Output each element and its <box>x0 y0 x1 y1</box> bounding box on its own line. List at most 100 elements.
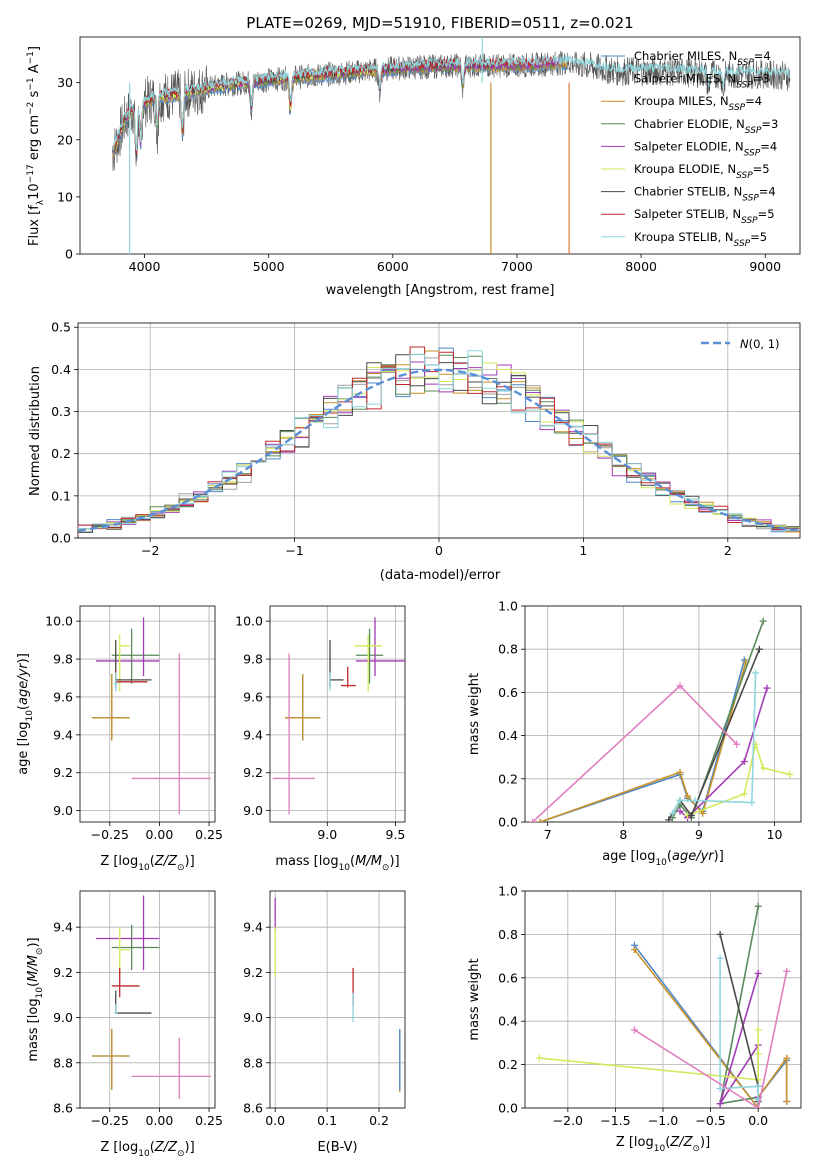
y-tick-label: 0.6 <box>498 685 518 700</box>
weight-marker <box>754 1104 762 1108</box>
histogram-series <box>78 350 800 532</box>
weight-marker <box>748 799 756 807</box>
weight-marker <box>740 790 748 798</box>
weight-line <box>671 620 764 820</box>
y-tick-label: 0.6 <box>498 970 518 985</box>
y-tick-label: 0.4 <box>498 1014 518 1029</box>
y-tick-label: 9.4 <box>53 727 73 742</box>
weight-line <box>679 687 768 819</box>
legend-label: Kroupa MILES, NSSP=4 <box>634 94 762 113</box>
y-tick-label: 10.0 <box>45 614 73 629</box>
y-tick-label: 1.0 <box>498 884 518 899</box>
mass-weight-vs-Z-xlabel: Z [log10(Z/Z⊙)] <box>616 1135 710 1154</box>
weight-line <box>719 958 759 1100</box>
x-tick-label: 0.25 <box>195 827 223 842</box>
x-tick-label: 0 <box>435 543 443 558</box>
mass-weight-vs-age-lines <box>529 617 794 822</box>
y-tick-label: 0.1 <box>51 488 71 503</box>
mass-vs-Z-xlabel: Z [log10(Z/Z⊙)] <box>100 1140 194 1159</box>
x-tick-label: 0.2 <box>369 1113 389 1128</box>
panels: 4000 5000 6000 7000 8000 90000102030Chabrier … <box>16 36 802 1159</box>
legend-label: Salpeter ELODIE, NSSP=4 <box>634 139 777 158</box>
weight-marker <box>754 902 762 910</box>
weight-marker <box>755 645 763 653</box>
x-tick-label: 0.00 <box>145 1113 173 1128</box>
legend-label: Salpeter MILES, NSSP=3 <box>634 72 770 91</box>
x-tick-label: 0.1 <box>317 1113 337 1128</box>
mass-weight-vs-Z-lines <box>535 902 791 1108</box>
x-tick-label: 2 <box>724 543 732 558</box>
y-tick-label: 0.4 <box>51 362 71 377</box>
y-tick-label: 9.0 <box>243 803 263 818</box>
weight-marker <box>699 809 707 817</box>
weight-marker <box>752 669 760 677</box>
histogram-steps <box>78 346 800 536</box>
weight-marker <box>691 796 699 804</box>
weight-marker <box>783 967 791 975</box>
age-vs-mass-frame <box>269 605 406 823</box>
x-tick-label: 4000 <box>129 259 161 274</box>
spectrum-frame <box>79 36 801 255</box>
y-tick-label: 0 <box>65 247 73 262</box>
legend-label: Kroupa STELIB, NSSP=5 <box>634 230 767 249</box>
y-tick-label: 0.2 <box>498 1057 518 1072</box>
x-tick-label: 5000 <box>253 259 285 274</box>
y-tick-label: 20 <box>57 132 73 147</box>
age-vs-Z-ylabel: age [log10(age/yr)] <box>16 653 35 775</box>
weight-marker <box>676 768 684 776</box>
weight-marker <box>676 682 684 690</box>
y-tick-label: 0.3 <box>51 404 71 419</box>
x-tick-label: −1.5 <box>600 1113 630 1128</box>
weight-marker <box>783 1054 791 1062</box>
age-vs-Z-axes: −0.25 0.00 0.25 9.0 9.2 9.4 9.6 9.8 10.0 <box>45 605 223 842</box>
x-tick-label: 6000 <box>377 259 409 274</box>
y-tick-label: 9.4 <box>243 727 263 742</box>
legend-label: Kroupa ELODIE, NSSP=5 <box>634 162 770 181</box>
legend-label: Chabrier ELODIE, NSSP=3 <box>634 117 778 136</box>
y-tick-label: 0.8 <box>498 642 518 657</box>
mass-vs-EBV-errorbars <box>274 897 401 1093</box>
y-tick-label: 1.0 <box>498 599 518 614</box>
y-tick-label: 8.8 <box>53 1055 73 1070</box>
weight-marker <box>733 740 741 748</box>
weight-marker <box>529 818 537 822</box>
y-tick-label: 9.0 <box>243 1010 263 1025</box>
weight-marker <box>754 1026 762 1034</box>
legend-label: Salpeter STELIB, NSSP=5 <box>634 207 775 226</box>
spectrum-xlabel: wavelength [Angstrom, rest frame] <box>326 283 555 298</box>
y-tick-label: 9.6 <box>243 689 263 704</box>
y-tick-label: 9.2 <box>53 765 73 780</box>
y-tick-label: 0.8 <box>498 927 518 942</box>
spectrum-legend: Chabrier MILES, NSSP=4 Salpeter MILES, NS… <box>601 49 778 249</box>
spectrum-ylabel: Flux [fλ10−17 erg cm−2 s−1 A−1] <box>26 46 46 246</box>
mass-weight-vs-age-axes: 7 8 9 10 0.0 0.2 0.4 0.6 0.8 1.0 <box>498 599 802 842</box>
weight-marker <box>716 954 724 962</box>
y-tick-label: 9.0 <box>53 803 73 818</box>
mass-vs-EBV-frame <box>269 890 406 1109</box>
x-tick-label: −0.25 <box>91 827 129 842</box>
weight-marker <box>676 796 684 804</box>
weight-marker <box>759 617 767 625</box>
y-tick-label: 0.0 <box>498 1101 518 1116</box>
weight-marker <box>754 1050 762 1058</box>
x-tick-label: 9000 <box>749 259 781 274</box>
histogram-series <box>78 346 800 536</box>
x-tick-label: 9.0 <box>317 827 337 842</box>
x-tick-label: 0.0 <box>265 1113 285 1128</box>
weight-marker <box>763 684 771 692</box>
x-tick-label: −2.0 <box>553 1113 583 1128</box>
weight-marker <box>759 764 767 772</box>
x-tick-label: 8 <box>619 827 627 842</box>
mass-weight-vs-age-xlabel: age [log10(age/yr)] <box>602 849 724 868</box>
legend-label: N(0, 1) <box>740 337 780 351</box>
y-tick-label: 9.8 <box>243 652 263 667</box>
x-tick-label: −0.25 <box>91 1113 129 1128</box>
legend-label: Chabrier STELIB, NSSP=4 <box>634 185 776 204</box>
y-tick-label: 9.6 <box>53 689 73 704</box>
age-vs-mass-errorbars <box>272 617 405 815</box>
figure-title: PLATE=0269, MJD=51910, FIBERID=0511, z=0… <box>246 14 633 32</box>
y-tick-label: 8.6 <box>53 1101 73 1116</box>
weight-marker <box>630 946 638 954</box>
x-tick-label: 0.00 <box>145 827 173 842</box>
mass-vs-Z-axes: −0.25 0.00 0.25 8.6 8.8 9.0 9.2 9.4 <box>53 890 223 1128</box>
